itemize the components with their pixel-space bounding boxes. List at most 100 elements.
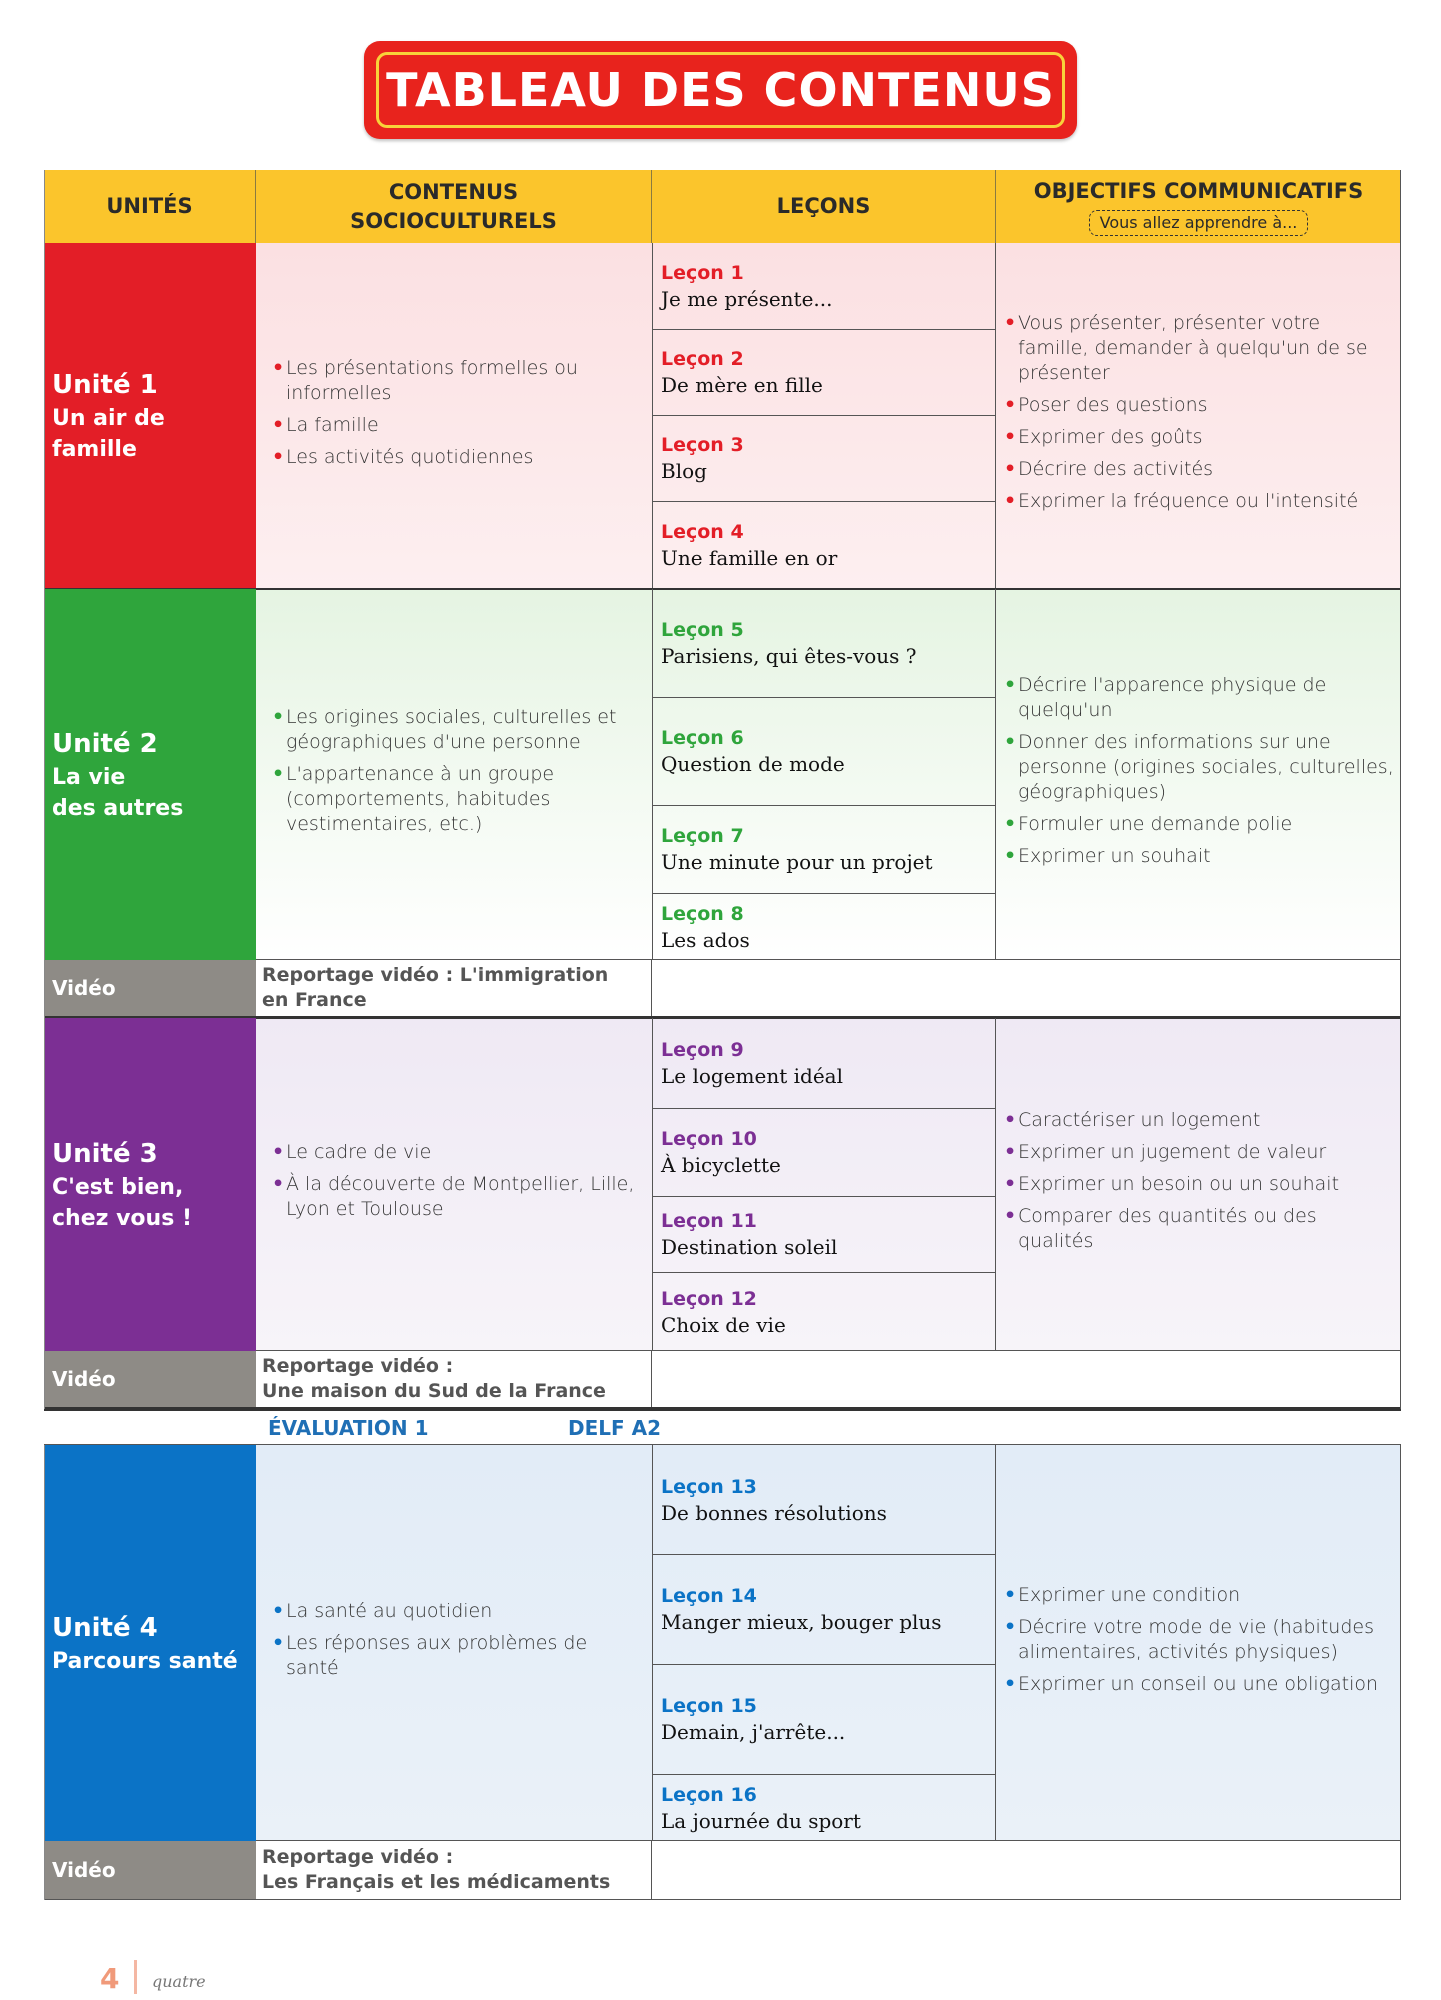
objective-item-text: Vous présenter, présenter votre famille,… bbox=[1018, 312, 1368, 384]
video-label-text: Vidéo bbox=[52, 1367, 116, 1391]
objective-item-text: Exprimer un besoin ou un souhait bbox=[1018, 1173, 1340, 1195]
unit-2-objectives: • Décrire l'apparence physique de quelqu'… bbox=[996, 589, 1401, 960]
lesson-number: Leçon 14 bbox=[661, 1585, 757, 1607]
objective-item: • Donner des informations sur une personn… bbox=[1004, 730, 1395, 805]
header-unites: UNITÉS bbox=[44, 170, 256, 243]
lesson-title: Manger mieux, bouger plus bbox=[661, 1610, 942, 1634]
lesson-number: Leçon 11 bbox=[661, 1210, 757, 1232]
bullet-icon: • bbox=[1004, 490, 1017, 512]
bullet-icon: • bbox=[272, 356, 285, 379]
lesson-title: Le logement idéal bbox=[661, 1064, 843, 1088]
table-left-border bbox=[44, 170, 45, 1900]
header-unites-label: UNITÉS bbox=[106, 194, 193, 218]
unit-name-line: des autres bbox=[52, 795, 184, 821]
bullet-icon: • bbox=[272, 445, 285, 468]
lesson-title: De bonnes résolutions bbox=[661, 1500, 887, 1525]
lesson-title: Blog bbox=[661, 459, 707, 483]
lesson-title: Choix de vie bbox=[661, 1312, 786, 1337]
bullet-icon: • bbox=[1004, 312, 1017, 334]
lesson-divider bbox=[652, 1554, 996, 1555]
socio-item: • Les présentations formelles ou informel… bbox=[272, 356, 642, 406]
lesson-cell: Leçon 15 Demain, j'arrête... bbox=[652, 1664, 996, 1774]
lesson-title: La journée du sport bbox=[661, 1808, 861, 1833]
lesson-title: Destination soleil bbox=[661, 1235, 838, 1259]
objective-item-text: Exprimer un conseil ou une obligation bbox=[1018, 1672, 1379, 1695]
unit-2-background bbox=[256, 589, 1401, 960]
objective-item: • Exprimer un besoin ou un souhait bbox=[1004, 1172, 1395, 1197]
lesson-cell: Leçon 9 Le logement idéal bbox=[652, 1018, 996, 1108]
video-row: Vidéo Reportage vidéo : Les Français et le… bbox=[44, 1841, 1401, 1900]
socio-item: • La santé au quotidien bbox=[272, 1599, 642, 1624]
objective-item: • Formuler une demande polie bbox=[1004, 812, 1395, 837]
lesson-title: Les ados bbox=[661, 927, 750, 952]
lesson-number: Leçon 7 bbox=[661, 825, 744, 847]
video-row: Vidéo Reportage vidéo : L'immigration en F… bbox=[44, 960, 1401, 1018]
unit-name-line: C'est bien, bbox=[52, 1174, 184, 1200]
video-description-line: Reportage vidéo : L'immigration bbox=[262, 964, 609, 986]
lesson-cell: Leçon 16 La journée du sport bbox=[652, 1774, 996, 1841]
objective-item: • Exprimer des goûts bbox=[1004, 425, 1395, 450]
lesson-number: Leçon 16 bbox=[661, 1783, 757, 1806]
section-divider bbox=[44, 1017, 1401, 1019]
lesson-title: Parisiens, qui êtes-vous ? bbox=[661, 644, 917, 668]
unit-3-background bbox=[256, 1018, 1401, 1351]
section-bottom-line bbox=[256, 1350, 1401, 1351]
evaluation-label: ÉVALUATION 1 bbox=[268, 1416, 429, 1440]
socio-item-text: L'appartenance à un groupe (comportement… bbox=[286, 763, 555, 835]
lesson-title: Question de mode bbox=[661, 752, 845, 776]
lesson-title: De mère en fille bbox=[661, 373, 823, 397]
header-objectifs-sub: Vous allez apprendre à... bbox=[1088, 210, 1309, 236]
bullet-icon: • bbox=[272, 763, 285, 785]
objective-item-text: Exprimer la fréquence ou l'intensité bbox=[1018, 490, 1359, 512]
objective-item: • Décrire des activités bbox=[1004, 457, 1395, 482]
video-label: Vidéo bbox=[44, 1351, 256, 1407]
objective-item-text: Décrire des activités bbox=[1018, 458, 1214, 480]
socio-item-text: Les activités quotidiennes bbox=[286, 445, 534, 468]
socio-item-text: À la découverte de Montpellier, Lille, L… bbox=[286, 1173, 635, 1220]
lesson-number: Leçon 8 bbox=[661, 902, 744, 925]
lesson-number: Leçon 13 bbox=[661, 1475, 757, 1498]
section-divider bbox=[44, 588, 1401, 590]
socio-item: • Les réponses aux problèmes de santé bbox=[272, 1631, 642, 1681]
video-description-line: Une maison du Sud de la France bbox=[262, 1380, 606, 1402]
lesson-cell: Leçon 10 À bicyclette bbox=[652, 1108, 996, 1196]
video-description-line: Reportage vidéo : bbox=[262, 1355, 454, 1377]
unit-number: Unité 3 bbox=[52, 1138, 158, 1169]
lesson-cell: Leçon 14 Manger mieux, bouger plus bbox=[652, 1554, 996, 1664]
unit-number: Unité 1 bbox=[52, 370, 158, 400]
video-label: Vidéo bbox=[44, 960, 256, 1016]
unit-4-objectives: • Exprimer une condition • Décrire votre mo… bbox=[996, 1445, 1401, 1841]
lesson-cell: Leçon 13 De bonnes résolutions bbox=[652, 1445, 996, 1554]
lesson-divider bbox=[652, 1664, 996, 1665]
title-banner-border: TABLEAU DES CONTENUS bbox=[376, 52, 1065, 128]
unit-1-background bbox=[256, 243, 1401, 589]
bullet-icon: • bbox=[1004, 1109, 1017, 1131]
lesson-number: Leçon 12 bbox=[661, 1287, 757, 1310]
lesson-number: Leçon 15 bbox=[661, 1695, 757, 1717]
unit-name-line: chez vous ! bbox=[52, 1205, 192, 1231]
lesson-divider bbox=[652, 805, 996, 806]
objective-item: • Exprimer un souhait bbox=[1004, 844, 1395, 869]
socio-item: • Les activités quotidiennes bbox=[272, 445, 642, 470]
video-description-line: Reportage vidéo : bbox=[262, 1846, 454, 1868]
video-label-text: Vidéo bbox=[52, 976, 116, 1000]
lesson-divider bbox=[652, 1196, 996, 1197]
bullet-icon: • bbox=[1004, 394, 1017, 416]
objective-item-text: Donner des informations sur une personne… bbox=[1018, 731, 1394, 803]
bullet-icon: • bbox=[1004, 1141, 1017, 1163]
socio-item-text: Le cadre de vie bbox=[286, 1141, 432, 1163]
lesson-number: Leçon 1 bbox=[661, 262, 744, 284]
socio-item-text: La famille bbox=[286, 413, 379, 436]
header-contenus-line1: CONTENUS bbox=[388, 179, 519, 204]
lesson-number: Leçon 4 bbox=[661, 521, 744, 543]
objective-item: • Exprimer un jugement de valeur bbox=[1004, 1140, 1395, 1165]
bullet-icon: • bbox=[1004, 1615, 1017, 1638]
objective-item: • Décrire votre mode de vie (habitudes al… bbox=[1004, 1615, 1395, 1665]
socio-item-text: Les origines sociales, culturelles et gé… bbox=[286, 706, 617, 753]
lesson-title: Demain, j'arrête... bbox=[661, 1720, 846, 1744]
objective-item: • Décrire l'apparence physique de quelqu'… bbox=[1004, 673, 1395, 723]
socio-list: • Les origines sociales, culturelles et g… bbox=[272, 705, 642, 844]
lesson-cell: Leçon 4 Une famille en or bbox=[652, 501, 996, 589]
lesson-divider bbox=[652, 1774, 996, 1775]
bullet-icon: • bbox=[272, 706, 285, 728]
